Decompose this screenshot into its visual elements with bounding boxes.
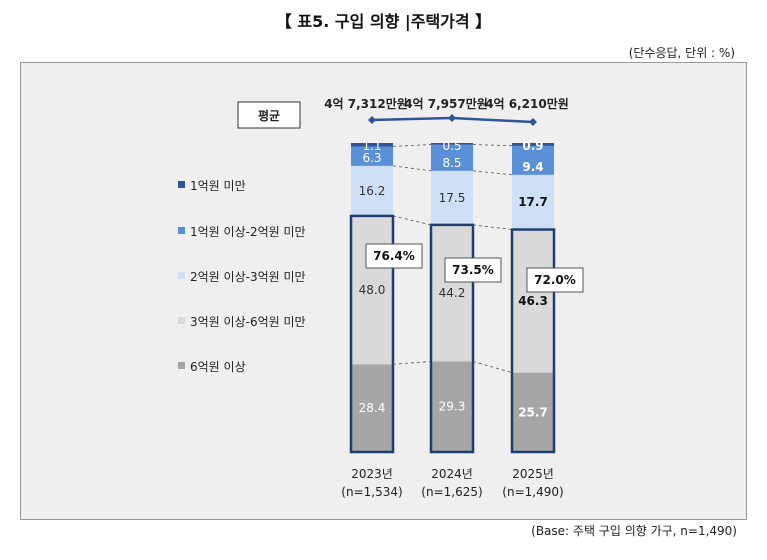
unit-note: (단수응답, 단위 : %): [628, 46, 735, 60]
data-label: 0.5: [442, 139, 461, 153]
highlight-outline: [429, 223, 475, 454]
data-label: 8.5: [442, 156, 461, 170]
connector-line: [392, 165, 432, 172]
data-label: 17.7: [518, 195, 548, 209]
legend-label: 6억원 이상: [190, 360, 246, 374]
average-box: [237, 101, 301, 129]
data-label: 9.4: [522, 160, 543, 174]
top-cap: [512, 143, 554, 146]
bar-segment: [351, 146, 393, 166]
data-label: 25.7: [518, 405, 548, 419]
average-label: 4억 6,210만원: [485, 96, 569, 111]
total-label: 72.0%: [534, 273, 576, 287]
data-label: 29.3: [439, 400, 466, 414]
legend-label: 1억원 이상-2억원 미만: [190, 225, 306, 239]
total-box: [444, 257, 502, 283]
highlight-outline: [510, 228, 556, 454]
average-label: 4억 7,957만원: [404, 96, 488, 111]
data-label: 28.4: [359, 401, 386, 415]
connector-line: [392, 144, 432, 147]
connector-line: [392, 215, 432, 226]
bar-segment: [351, 165, 393, 216]
bar-segment: [512, 372, 554, 452]
highlight-outline: [349, 214, 395, 454]
bar-segment: [431, 170, 473, 225]
x-tick-n: (n=1,625): [421, 485, 482, 499]
connector-line: [472, 144, 513, 147]
connector-line: [472, 224, 513, 230]
connector-line: [392, 361, 432, 365]
legend-swatch: [178, 227, 185, 234]
base-note: (Base: 주택 구입 의향 가구, n=1,490): [531, 524, 737, 538]
total-box: [526, 267, 584, 293]
legend-label: 3억원 이상-6억원 미만: [190, 315, 306, 329]
average-marker: [368, 116, 376, 124]
average-marker: [529, 118, 537, 126]
total-label: 76.4%: [373, 249, 415, 263]
data-label: 46.3: [518, 294, 548, 308]
legend-swatch: [178, 181, 185, 188]
connector-line: [472, 361, 513, 373]
total-label: 73.5%: [452, 263, 494, 277]
data-label: 16.2: [359, 184, 386, 198]
data-label: 48.0: [359, 283, 386, 297]
average-label: 4억 7,312만원: [324, 96, 408, 111]
average-marker: [448, 114, 456, 122]
x-tick-label: 2023년: [351, 467, 393, 481]
bar-segment: [431, 224, 473, 362]
data-label: 0.9: [522, 139, 543, 153]
legend-swatch: [178, 272, 185, 279]
x-tick-label: 2024년: [431, 467, 473, 481]
legend-swatch: [178, 362, 185, 369]
bar-segment: [431, 361, 473, 452]
legend-swatch: [178, 317, 185, 324]
data-label: 1.1: [362, 139, 381, 153]
bar-segment: [351, 364, 393, 452]
x-tick-n: (n=1,490): [502, 485, 563, 499]
bar-segment: [512, 145, 554, 175]
top-cap: [431, 143, 473, 145]
x-tick-label: 2025년: [512, 467, 554, 481]
average-box-label: 평균: [258, 109, 280, 123]
legend-label: 2억원 이상-3억원 미만: [190, 270, 306, 284]
bar-segment: [512, 174, 554, 230]
x-tick-n: (n=1,534): [341, 485, 402, 499]
bar-segment: [351, 215, 393, 365]
bar-segment: [512, 229, 554, 373]
total-box: [365, 243, 423, 269]
chart-title: 【 표5. 구입 의향 |주택가격 】: [275, 12, 492, 31]
data-label: 6.3: [362, 151, 381, 165]
bar-segment: [431, 144, 473, 171]
data-label: 17.5: [439, 191, 466, 205]
legend-label: 1억원 미만: [190, 179, 246, 193]
data-label: 44.2: [439, 286, 466, 300]
connector-line: [472, 170, 513, 176]
top-cap: [351, 143, 393, 147]
